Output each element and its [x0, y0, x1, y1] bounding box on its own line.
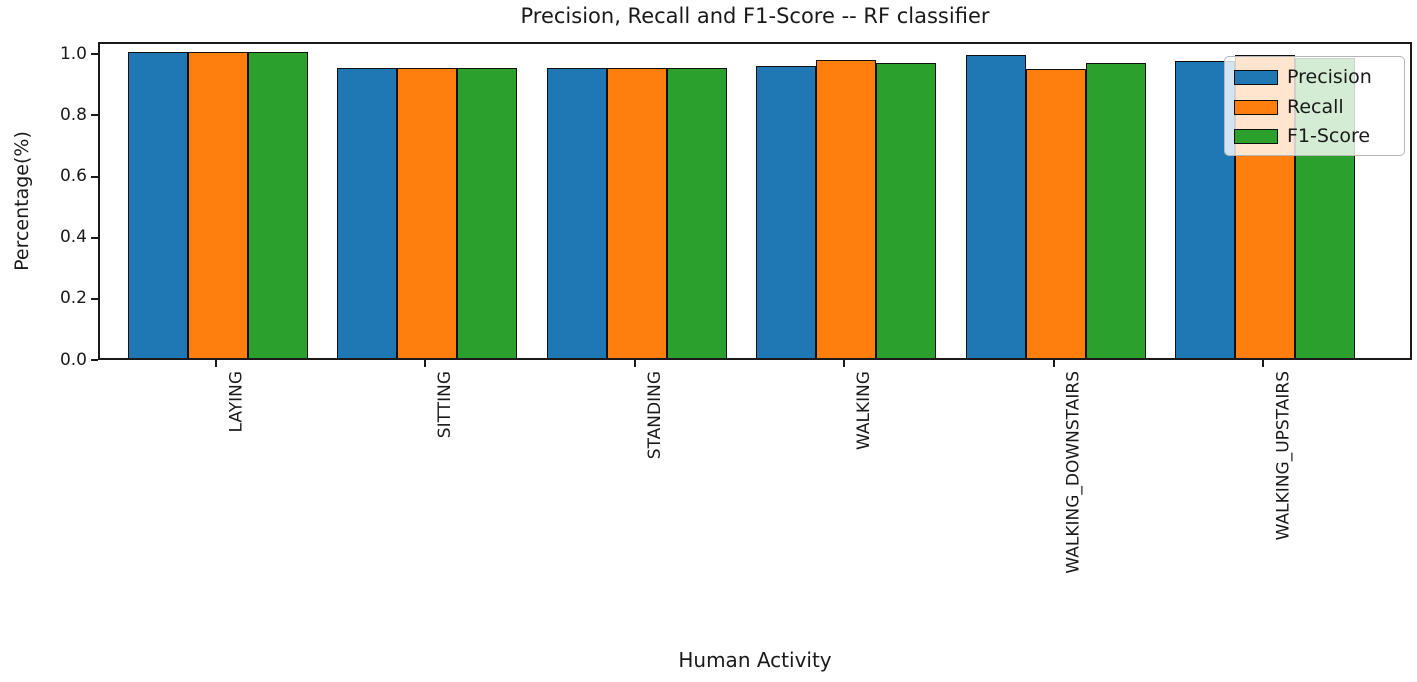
- x-tick-mark: [843, 360, 846, 367]
- x-tick-label-sitting: SITTING: [435, 371, 456, 439]
- y-tick-label: 0.4: [59, 227, 87, 248]
- legend-item-f1-score: F1-Score: [1234, 123, 1394, 150]
- x-tick-mark: [424, 360, 427, 367]
- x-tick-label-walking-downstairs: WALKING_DOWNSTAIRS: [1063, 371, 1084, 574]
- x-tick-mark: [1052, 360, 1055, 367]
- legend: Precision Recall F1-Score: [1224, 56, 1405, 156]
- chart-title: Precision, Recall and F1-Score -- RF cla…: [520, 4, 990, 28]
- y-tick-mark: [91, 359, 98, 361]
- y-tick-label: 0.2: [59, 288, 87, 309]
- x-tick-label-standing: STANDING: [644, 371, 665, 460]
- bar-f1-score-walking-downstairs: [1085, 62, 1146, 358]
- legend-item-recall: Recall: [1234, 94, 1394, 121]
- x-tick-mark: [633, 360, 636, 367]
- bar-precision-walking: [756, 66, 817, 358]
- bar-precision-standing: [546, 67, 607, 358]
- bar-precision-sitting: [337, 67, 398, 358]
- legend-swatch-precision-icon: [1234, 70, 1278, 85]
- x-axis-label: Human Activity: [678, 648, 832, 672]
- bar-recall-walking: [816, 59, 877, 358]
- bar-precision-laying: [128, 52, 188, 358]
- legend-label: F1-Score: [1287, 125, 1371, 147]
- x-tick-mark: [215, 360, 217, 367]
- bar-f1-score-walking: [876, 62, 937, 358]
- bar-f1-score-standing: [666, 67, 727, 358]
- plot-area: Precision Recall F1-Score: [98, 42, 1412, 360]
- y-tick-label: 0.8: [59, 104, 87, 125]
- y-axis-label: Percentage(%): [11, 131, 33, 271]
- legend-label: Recall: [1287, 95, 1344, 118]
- x-tick-label-laying: LAYING: [226, 371, 246, 433]
- x-tick-mark: [1262, 360, 1264, 367]
- bar-recall-standing: [606, 67, 667, 358]
- y-tick-mark: [91, 114, 98, 117]
- y-tick-label: 0.6: [59, 166, 87, 187]
- legend-swatch-f1-score-icon: [1234, 129, 1278, 144]
- y-tick-label: 1.0: [59, 43, 87, 64]
- legend-label: Precision: [1287, 66, 1372, 88]
- bar-f1-score-sitting: [457, 67, 518, 358]
- bar-recall-laying: [188, 52, 248, 358]
- bar-recall-sitting: [397, 67, 458, 358]
- bar-recall-walking-downstairs: [1025, 69, 1086, 358]
- y-tick-mark: [91, 297, 98, 300]
- y-tick-mark: [91, 53, 98, 56]
- y-tick-mark: [91, 175, 98, 178]
- bar-precision-walking-downstairs: [965, 55, 1026, 358]
- legend-item-precision: Precision: [1234, 64, 1394, 91]
- y-tick-mark: [91, 236, 98, 239]
- legend-swatch-recall-icon: [1234, 99, 1278, 115]
- x-tick-label-walking-upstairs: WALKING_UPSTAIRS: [1273, 371, 1293, 541]
- bar-f1-score-laying: [248, 52, 308, 358]
- y-tick-label: 0.0: [59, 349, 87, 370]
- x-tick-label-walking: WALKING: [854, 371, 875, 451]
